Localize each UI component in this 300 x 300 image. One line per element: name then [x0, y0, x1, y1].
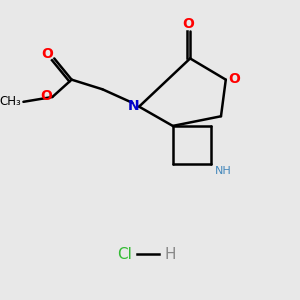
Text: O: O — [229, 72, 240, 86]
Text: H: H — [164, 247, 176, 262]
Text: NH: NH — [215, 167, 232, 176]
Text: O: O — [182, 17, 194, 31]
Text: CH₃: CH₃ — [0, 95, 21, 108]
Text: Cl: Cl — [117, 247, 132, 262]
Text: N: N — [128, 99, 139, 113]
Text: O: O — [42, 46, 53, 61]
Text: O: O — [40, 89, 52, 103]
